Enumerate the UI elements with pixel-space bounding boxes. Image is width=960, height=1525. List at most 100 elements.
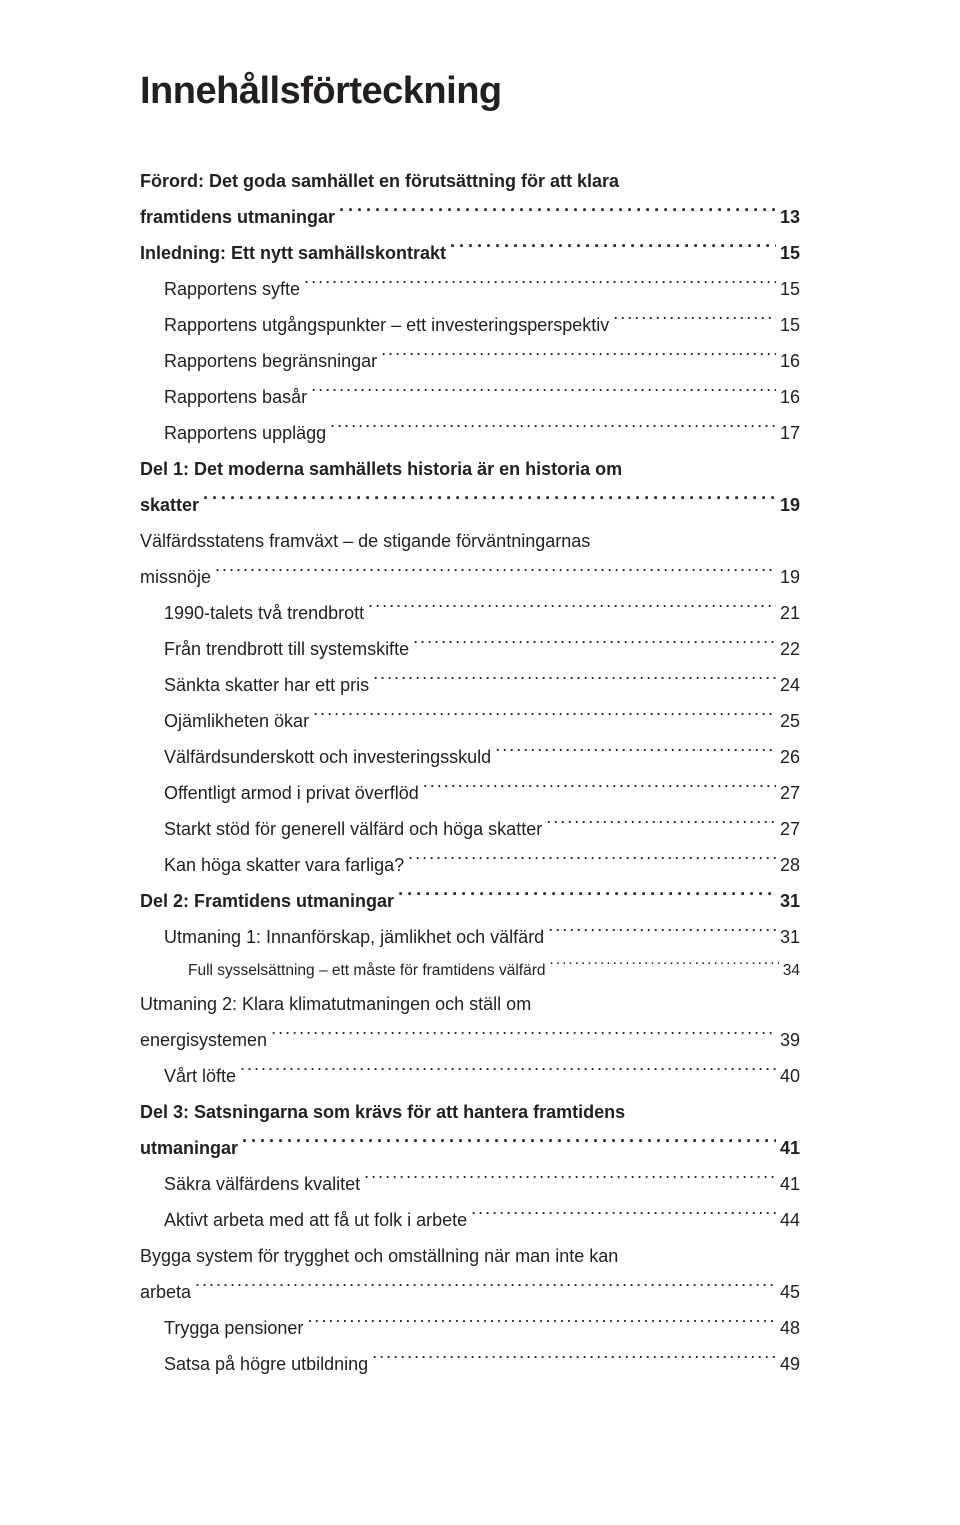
toc-entry-label: Del 2: Framtidens utmaningar xyxy=(140,883,394,919)
toc-page-number: 22 xyxy=(780,631,800,667)
toc-leader xyxy=(373,673,776,691)
toc-leader xyxy=(339,205,776,223)
toc-entry-label2: framtidens utmaningar xyxy=(140,199,335,235)
toc-entry: Rapportens basår16 xyxy=(140,379,800,415)
toc-page-number: 40 xyxy=(780,1058,800,1094)
toc-entry: Del 1: Det moderna samhällets historia ä… xyxy=(140,451,800,523)
toc-page-number: 15 xyxy=(780,307,800,343)
toc-entry-label: Rapportens syfte xyxy=(164,271,300,307)
toc-leader xyxy=(546,817,776,835)
toc-page-number: 41 xyxy=(780,1166,800,1202)
toc-entry: Vårt löfte 40 xyxy=(140,1058,800,1094)
toc-entry-label: Satsa på högre utbildning xyxy=(164,1346,368,1382)
toc-leader xyxy=(550,960,779,976)
toc-leader xyxy=(450,241,776,259)
toc-entry-label: Del 1: Det moderna samhällets historia ä… xyxy=(140,451,800,487)
toc-entry: Aktivt arbeta med att få ut folk i arbet… xyxy=(140,1202,800,1238)
toc-entry: Kan höga skatter vara farliga? 28 xyxy=(140,847,800,883)
toc-leader xyxy=(304,277,776,295)
toc-page-number: 13 xyxy=(780,199,800,235)
toc-leader xyxy=(311,385,776,403)
toc-page-number: 27 xyxy=(780,775,800,811)
page: Innehållsförteckning Förord: Det goda sa… xyxy=(0,0,960,1525)
page-title: Innehållsförteckning xyxy=(140,70,800,113)
toc-entry-label: Offentligt armod i privat överflöd xyxy=(164,775,419,811)
toc-entry-label: Utmaning 2: Klara klimatutmaningen och s… xyxy=(140,986,800,1022)
toc-leader xyxy=(203,493,776,511)
toc-page-number: 19 xyxy=(780,487,800,523)
toc-entry-label: Rapportens utgångspunkter – ett invester… xyxy=(164,307,609,343)
toc-leader xyxy=(423,781,776,799)
toc-entry-label: Utmaning 1: Innanförskap, jämlikhet och … xyxy=(164,919,544,955)
toc-entry-label: Vårt löfte xyxy=(164,1058,236,1094)
toc-entry: Utmaning 1: Innanförskap, jämlikhet och … xyxy=(140,919,800,955)
toc-page-number: 24 xyxy=(780,667,800,703)
toc-entry-label: Starkt stöd för generell välfärd och hög… xyxy=(164,811,542,847)
toc-entry-label2: skatter xyxy=(140,487,199,523)
toc-page-number: 39 xyxy=(780,1022,800,1058)
toc-entry-label: Välfärdsunderskott och investeringsskuld xyxy=(164,739,491,775)
toc-leader xyxy=(381,349,776,367)
toc-entry-label: Ojämlikheten ökar xyxy=(164,703,309,739)
toc-entry-label: Kan höga skatter vara farliga? xyxy=(164,847,404,883)
toc-entry-label: Inledning: Ett nytt samhällskontrakt xyxy=(140,235,446,271)
toc-leader xyxy=(471,1208,776,1226)
toc-page-number: 31 xyxy=(780,919,800,955)
toc-leader xyxy=(215,565,776,583)
toc-entry-label: Från trendbrott till systemskifte xyxy=(164,631,409,667)
toc-entry-label: Rapportens upplägg xyxy=(164,415,326,451)
toc-entry: Del 3: Satsningarna som krävs för att ha… xyxy=(140,1094,800,1166)
toc-entry: Förord: Det goda samhället en förutsättn… xyxy=(140,163,800,235)
toc-entry: 1990-talets två trendbrott21 xyxy=(140,595,800,631)
toc-page-number: 41 xyxy=(780,1130,800,1166)
toc-leader xyxy=(240,1064,776,1082)
toc-leader xyxy=(368,601,776,619)
toc-leader xyxy=(613,313,776,331)
toc-page-number: 19 xyxy=(780,559,800,595)
toc-entry: Sänkta skatter har ett pris 24 xyxy=(140,667,800,703)
toc-entry-label: Säkra välfärdens kvalitet xyxy=(164,1166,360,1202)
toc-entry: Välfärdsstatens framväxt – de stigande f… xyxy=(140,523,800,595)
toc-leader xyxy=(495,745,776,763)
toc-entry: Trygga pensioner 48 xyxy=(140,1310,800,1346)
toc-page-number: 45 xyxy=(780,1274,800,1310)
toc-leader xyxy=(330,421,776,439)
toc-entry-label: Sänkta skatter har ett pris xyxy=(164,667,369,703)
toc-page-number: 28 xyxy=(780,847,800,883)
toc-entry: Säkra välfärdens kvalitet 41 xyxy=(140,1166,800,1202)
toc-page-number: 26 xyxy=(780,739,800,775)
toc-leader xyxy=(398,889,776,907)
toc-page-number: 17 xyxy=(780,415,800,451)
toc-page-number: 34 xyxy=(783,955,800,986)
toc-entry: Välfärdsunderskott och investeringsskuld… xyxy=(140,739,800,775)
toc-entry-label2: energisystemen xyxy=(140,1022,267,1058)
toc-entry-label: Rapportens basår xyxy=(164,379,307,415)
toc-entry: Del 2: Framtidens utmaningar 31 xyxy=(140,883,800,919)
toc-entry-line2: utmaningar41 xyxy=(140,1130,800,1166)
toc-leader xyxy=(372,1352,776,1370)
toc-page-number: 15 xyxy=(780,271,800,307)
toc-entry-label: 1990-talets två trendbrott xyxy=(164,595,364,631)
toc-page-number: 16 xyxy=(780,343,800,379)
toc-entry-label2: missnöje xyxy=(140,559,211,595)
toc-leader xyxy=(548,925,776,943)
toc-entry-label: Trygga pensioner xyxy=(164,1310,303,1346)
toc-entry: Rapportens utgångspunkter – ett invester… xyxy=(140,307,800,343)
toc-entry-line2: arbeta45 xyxy=(140,1274,800,1310)
toc-page-number: 49 xyxy=(780,1346,800,1382)
toc-page-number: 31 xyxy=(780,883,800,919)
toc-leader xyxy=(242,1136,776,1154)
toc-entry-label: Förord: Det goda samhället en förutsättn… xyxy=(140,163,800,199)
toc-entry: Rapportens syfte 15 xyxy=(140,271,800,307)
toc-entry-line2: energisystemen 39 xyxy=(140,1022,800,1058)
toc-entry: Full sysselsättning – ett måste för fram… xyxy=(140,955,800,986)
toc-leader xyxy=(413,637,776,655)
toc-entry: Ojämlikheten ökar25 xyxy=(140,703,800,739)
toc-page-number: 15 xyxy=(780,235,800,271)
toc-page-number: 48 xyxy=(780,1310,800,1346)
toc-entry: Starkt stöd för generell välfärd och hög… xyxy=(140,811,800,847)
toc-entry-label: Full sysselsättning – ett måste för fram… xyxy=(188,955,546,986)
toc-entry: Bygga system för trygghet och omställnin… xyxy=(140,1238,800,1310)
toc-entry: Offentligt armod i privat överflöd 27 xyxy=(140,775,800,811)
toc-leader xyxy=(408,853,776,871)
